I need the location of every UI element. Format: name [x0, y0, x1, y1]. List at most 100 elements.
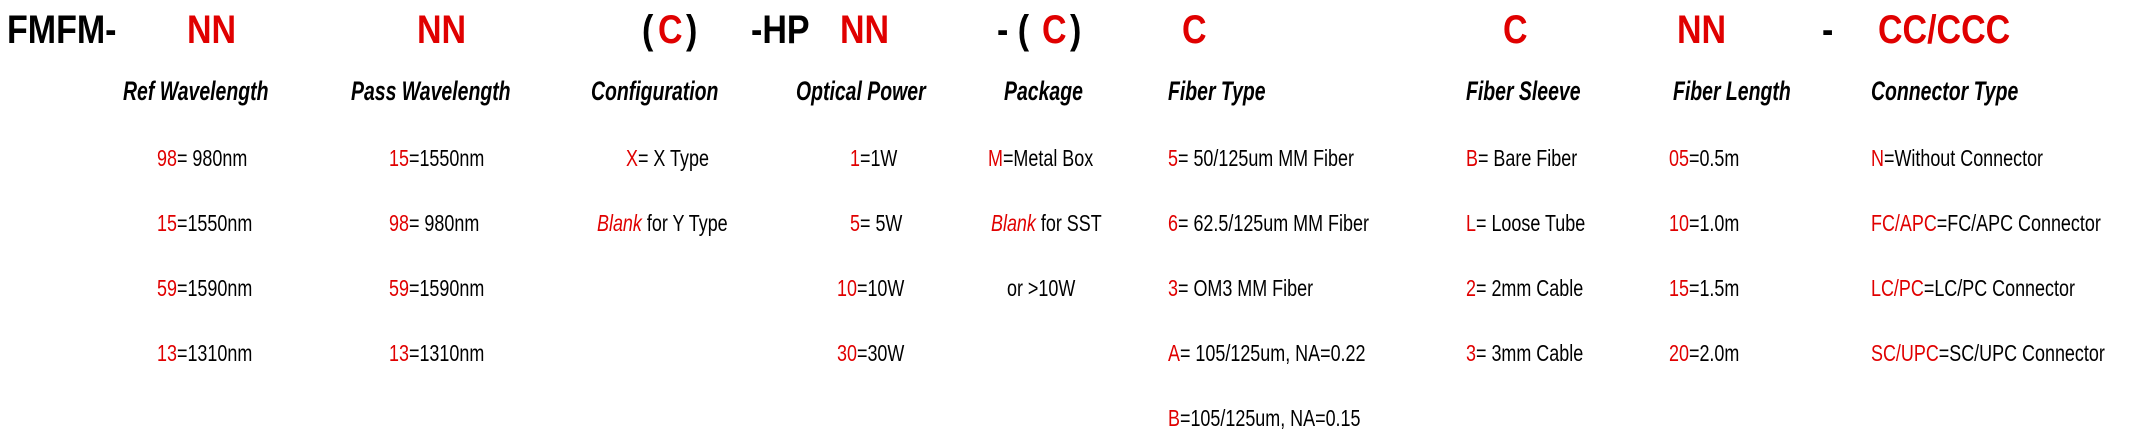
option-description: = 2mm Cable: [1475, 275, 1584, 301]
option-item: 20=2.0m: [1669, 340, 1739, 367]
option-code: LC/PC: [1871, 275, 1924, 301]
option-code: B: [1168, 405, 1180, 431]
option-code: 30: [837, 340, 857, 366]
option-item: N=Without Connector: [1871, 145, 2043, 172]
option-description: =1550nm: [176, 210, 253, 236]
heading-ref-wavelength: Ref Wavelength: [123, 76, 269, 106]
option-item: 5= 5W: [850, 210, 902, 237]
option-code: 5: [1168, 145, 1178, 171]
option-item: M=Metal Box: [988, 145, 1093, 172]
option-code: 10: [837, 275, 857, 301]
option-item: 30=30W: [837, 340, 904, 367]
option-item: 15=1550nm: [157, 210, 252, 237]
code-fiber-type: C: [1182, 8, 1207, 52]
code-config-close: ): [686, 8, 698, 52]
option-description: =Without Connector: [1883, 145, 2044, 171]
option-code: 5: [850, 210, 860, 236]
option-code: Blank: [597, 210, 642, 236]
option-description: = 980nm: [176, 145, 248, 171]
option-description: =105/125um, NA=0.15: [1179, 405, 1361, 431]
option-code: 1: [850, 145, 860, 171]
code-ref-wavelength: NN: [187, 8, 237, 52]
option-item: or >10W: [1007, 275, 1075, 302]
option-item: SC/UPC=SC/UPC Connector: [1871, 340, 2105, 367]
code-package: C: [1042, 8, 1067, 52]
option-item: 05=0.5m: [1669, 145, 1739, 172]
option-code: 15: [389, 145, 409, 171]
option-code: 59: [389, 275, 409, 301]
option-description: =1.5m: [1688, 275, 1740, 301]
option-code: 98: [389, 210, 409, 236]
option-item: 10=1.0m: [1669, 210, 1739, 237]
option-description: =1310nm: [176, 340, 253, 366]
option-code: N: [1871, 145, 1884, 171]
heading-connector-type: Connector Type: [1871, 76, 2019, 106]
option-description: = 980nm: [408, 210, 480, 236]
option-item: Blank for SST: [991, 210, 1102, 237]
option-item: 6= 62.5/125um MM Fiber: [1168, 210, 1369, 237]
option-description: =1550nm: [408, 145, 485, 171]
option-item: 5= 50/125um MM Fiber: [1168, 145, 1354, 172]
option-description: =1W: [859, 145, 898, 171]
option-code: 98: [157, 145, 177, 171]
option-item: A= 105/125um, NA=0.22: [1168, 340, 1365, 367]
option-description: for SST: [1035, 210, 1102, 236]
option-description: = 5W: [859, 210, 903, 236]
code-fiber-sleeve: C: [1503, 8, 1528, 52]
code-config-open: (: [642, 8, 654, 52]
code-pass-wavelength: NN: [417, 8, 467, 52]
option-description: =2.0m: [1688, 340, 1740, 366]
option-description: =30W: [856, 340, 905, 366]
option-item: Blank for Y Type: [597, 210, 728, 237]
option-item: L= Loose Tube: [1466, 210, 1585, 237]
option-code: 05: [1669, 145, 1689, 171]
option-code: 13: [157, 340, 177, 366]
option-code: Blank: [991, 210, 1036, 236]
heading-fiber-length: Fiber Length: [1673, 76, 1791, 106]
option-item: 15=1.5m: [1669, 275, 1739, 302]
option-code: 15: [1669, 275, 1689, 301]
option-code: 59: [157, 275, 177, 301]
heading-pass-wavelength: Pass Wavelength: [351, 76, 511, 106]
option-item: 1=1W: [850, 145, 897, 172]
option-code: 2: [1466, 275, 1476, 301]
option-code: 20: [1669, 340, 1689, 366]
option-item: 10=10W: [837, 275, 904, 302]
option-description: =1310nm: [408, 340, 485, 366]
option-code: SC/UPC: [1871, 340, 1939, 366]
option-item: B=105/125um, NA=0.15: [1168, 405, 1361, 432]
option-item: 3= 3mm Cable: [1466, 340, 1583, 367]
option-code: X: [626, 145, 638, 171]
option-item: 98= 980nm: [157, 145, 247, 172]
option-description: =LC/PC Connector: [1923, 275, 2075, 301]
option-description: =10W: [856, 275, 905, 301]
heading-package: Package: [1004, 76, 1083, 106]
code-hp: -HP: [751, 8, 810, 52]
option-description: =1590nm: [176, 275, 253, 301]
option-item: 3= OM3 MM Fiber: [1168, 275, 1313, 302]
code-optical-power: NN: [840, 8, 890, 52]
option-description: = 3mm Cable: [1475, 340, 1584, 366]
option-item: 2= 2mm Cable: [1466, 275, 1583, 302]
option-description: or >10W: [1007, 275, 1076, 301]
option-description: =Metal Box: [1002, 145, 1094, 171]
option-code: 13: [389, 340, 409, 366]
option-description: =1590nm: [408, 275, 485, 301]
option-description: for Y Type: [641, 210, 728, 236]
code-fiber-length: NN: [1677, 8, 1727, 52]
heading-fiber-sleeve: Fiber Sleeve: [1466, 76, 1581, 106]
option-description: =FC/APC Connector: [1936, 210, 2101, 236]
option-code: B: [1466, 145, 1478, 171]
option-code: L: [1466, 210, 1476, 236]
heading-fiber-type: Fiber Type: [1168, 76, 1266, 106]
option-item: LC/PC=LC/PC Connector: [1871, 275, 2075, 302]
option-item: B= Bare Fiber: [1466, 145, 1577, 172]
option-description: =0.5m: [1688, 145, 1740, 171]
option-description: = Bare Fiber: [1477, 145, 1578, 171]
option-code: FC/APC: [1871, 210, 1937, 236]
code-configuration: C: [658, 8, 683, 52]
option-code: 3: [1168, 275, 1178, 301]
option-code: A: [1168, 340, 1180, 366]
code-package-open: - (: [997, 8, 1030, 52]
option-code: 10: [1669, 210, 1689, 236]
